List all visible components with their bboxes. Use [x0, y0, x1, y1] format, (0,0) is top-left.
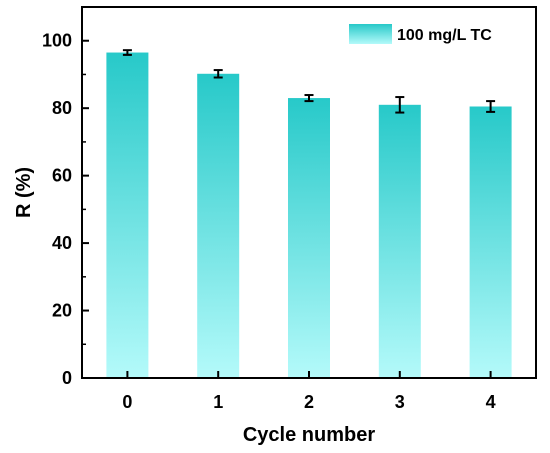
x-axis-ticks: 0 1 2 3 4	[122, 371, 496, 412]
y-tick-label: 0	[62, 368, 72, 388]
y-tick-label: 20	[52, 301, 72, 321]
x-tick-label: 2	[304, 392, 314, 412]
bar	[197, 73, 240, 378]
plot-frame	[81, 6, 537, 379]
y-tick-label: 100	[42, 31, 72, 51]
bars-group	[106, 52, 512, 379]
x-tick-label: 3	[395, 392, 405, 412]
bar	[288, 98, 330, 379]
legend-label: 100 mg/L TC	[397, 27, 492, 44]
x-axis-label: Cycle number	[243, 424, 375, 446]
y-tick-label: 40	[52, 233, 72, 253]
bar	[469, 106, 512, 378]
error-bars-group	[122, 49, 496, 114]
y-tick-label: 60	[52, 166, 72, 186]
legend: 100 mg/L TC	[349, 24, 492, 44]
x-tick-label: 0	[122, 392, 132, 412]
x-tick-label: 4	[486, 392, 496, 412]
bar	[378, 104, 421, 379]
y-axis-ticks: 0 20 40 60 80 100	[42, 31, 89, 388]
y-axis-label: R (%)	[13, 167, 35, 218]
bar	[106, 52, 149, 378]
legend-swatch	[349, 24, 392, 44]
y-tick-label: 80	[52, 98, 72, 118]
x-tick-label: 1	[213, 392, 223, 412]
